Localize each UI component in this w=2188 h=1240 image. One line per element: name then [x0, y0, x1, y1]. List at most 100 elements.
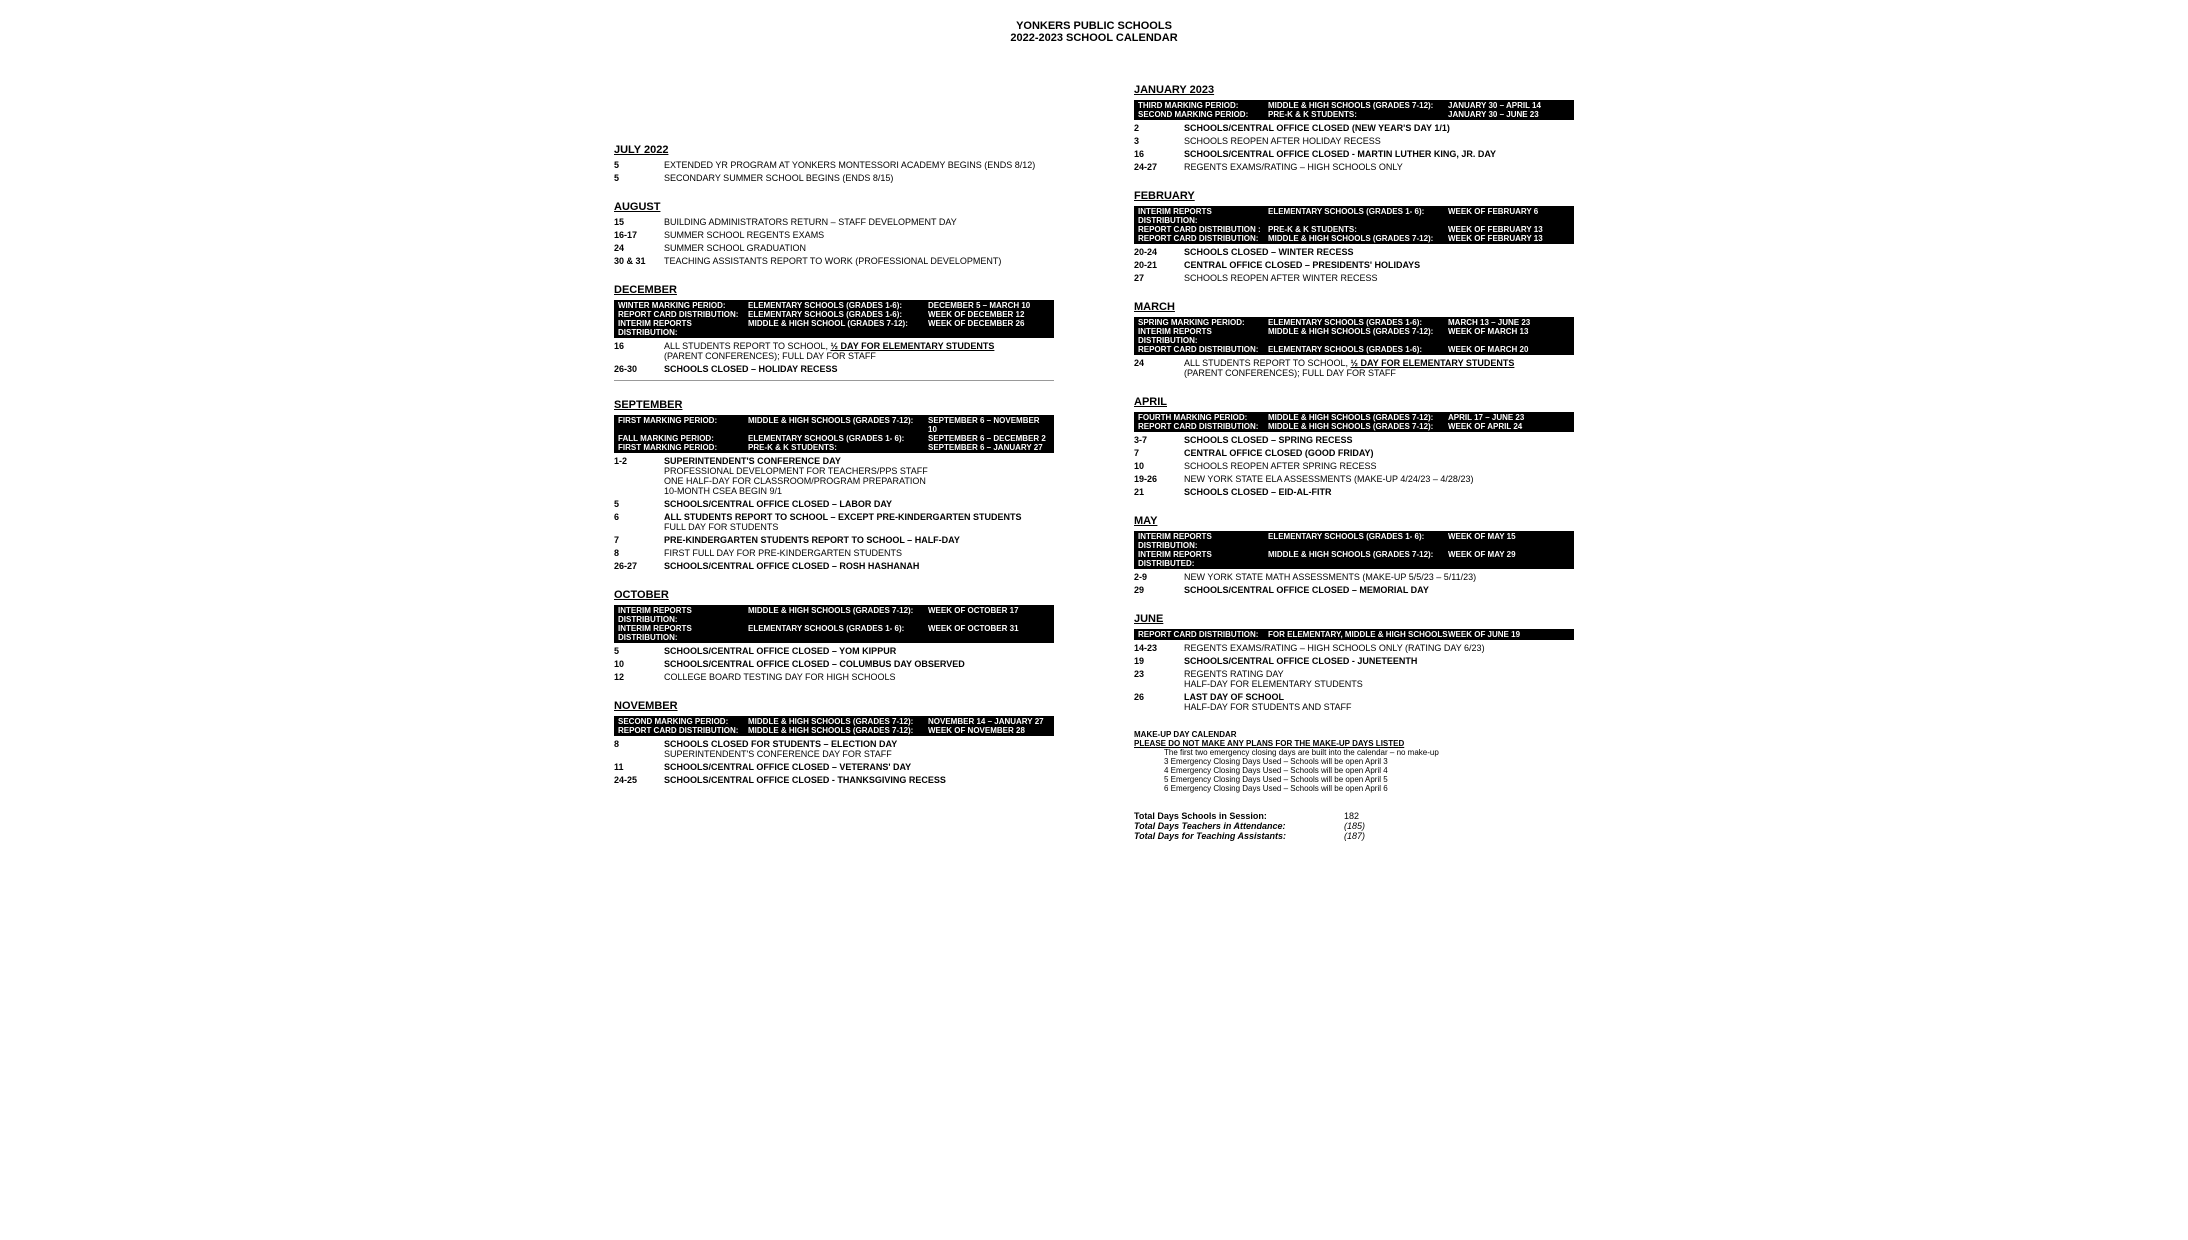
- event-row: 10SCHOOLS REOPEN AFTER SPRING RECESS: [1134, 461, 1574, 471]
- event-date: 5: [614, 646, 664, 656]
- event-text: TEACHING ASSISTANTS REPORT TO WORK (PROF…: [664, 256, 1054, 266]
- event-date: 24: [1134, 358, 1184, 368]
- event-date: 24-27: [1134, 162, 1184, 172]
- banner-cell: WEEK OF MAY 29: [1448, 550, 1570, 568]
- banner-row: FALL MARKING PERIOD:ELEMENTARY SCHOOLS (…: [618, 434, 1050, 443]
- month-title: MAY: [1134, 515, 1574, 527]
- event-row: 11SCHOOLS/CENTRAL OFFICE CLOSED – VETERA…: [614, 762, 1054, 772]
- event-row: 14-23REGENTS EXAMS/RATING – HIGH SCHOOLS…: [1134, 643, 1574, 653]
- banner-cell: MIDDLE & HIGH SCHOOLS (GRADES 7-12):: [1268, 234, 1448, 243]
- month-title: AUGUST: [614, 201, 1054, 213]
- info-banner: FIRST MARKING PERIOD:MIDDLE & HIGH SCHOO…: [614, 415, 1054, 453]
- event-row: 29SCHOOLS/CENTRAL OFFICE CLOSED – MEMORI…: [1134, 585, 1574, 595]
- event-text: SCHOOLS CLOSED – WINTER RECESS: [1184, 247, 1574, 257]
- banner-cell: WEEK OF JUNE 19: [1448, 630, 1570, 639]
- event-text-line: REGENTS EXAMS/RATING – HIGH SCHOOLS ONLY…: [1184, 643, 1574, 653]
- event-text: SCHOOLS/CENTRAL OFFICE CLOSED - JUNETEEN…: [1184, 656, 1574, 666]
- banner-row: FOURTH MARKING PERIOD:MIDDLE & HIGH SCHO…: [1138, 413, 1570, 422]
- event-row: 16ALL STUDENTS REPORT TO SCHOOL, ½ DAY F…: [614, 341, 1054, 361]
- banner-cell: REPORT CARD DISTRIBUTION:: [1138, 422, 1268, 431]
- event-text: SCHOOLS/CENTRAL OFFICE CLOSED – LABOR DA…: [664, 499, 1054, 509]
- event-row: 23REGENTS RATING DAYHALF-DAY FOR ELEMENT…: [1134, 669, 1574, 689]
- banner-cell: DECEMBER 5 – MARCH 10: [928, 301, 1050, 310]
- event-date: 26: [1134, 692, 1184, 702]
- info-banner: INTERIM REPORTS DISTRIBUTION:MIDDLE & HI…: [614, 605, 1054, 643]
- banner-cell: INTERIM REPORTS DISTRIBUTION:: [1138, 327, 1268, 345]
- banner-cell: ELEMENTARY SCHOOLS (GRADES 1- 6):: [1268, 207, 1448, 225]
- event-text-line: EXTENDED YR PROGRAM AT YONKERS MONTESSOR…: [664, 160, 1054, 170]
- banner-row: INTERIM REPORTS DISTRIBUTION:MIDDLE & HI…: [618, 606, 1050, 624]
- event-date: 5: [614, 173, 664, 183]
- totals-row: Total Days Teachers in Attendance:(185): [1134, 821, 1574, 831]
- event-text: SCHOOLS CLOSED – HOLIDAY RECESS: [664, 364, 1054, 374]
- banner-cell: WEEK OF FEBRUARY 6: [1448, 207, 1570, 225]
- event-text-line: ALL STUDENTS REPORT TO SCHOOL – EXCEPT P…: [664, 512, 1054, 522]
- event-text-line: 10-MONTH CSEA BEGIN 9/1: [664, 486, 1054, 496]
- totals-label: Total Days for Teaching Assistants:: [1134, 831, 1344, 841]
- event-date: 5: [614, 499, 664, 509]
- event-text-line: SCHOOLS/CENTRAL OFFICE CLOSED - MARTIN L…: [1184, 149, 1574, 159]
- month-block: MAYINTERIM REPORTS DISTRIBUTION:ELEMENTA…: [1134, 515, 1574, 595]
- banner-row: REPORT CARD DISTRIBUTION:ELEMENTARY SCHO…: [1138, 345, 1570, 354]
- event-text-line: PRE-KINDERGARTEN STUDENTS REPORT TO SCHO…: [664, 535, 1054, 545]
- month-title: JANUARY 2023: [1134, 84, 1574, 96]
- month-title: JUNE: [1134, 613, 1574, 625]
- month-block: DECEMBERWINTER MARKING PERIOD:ELEMENTARY…: [614, 284, 1054, 381]
- event-date: 2-9: [1134, 572, 1184, 582]
- event-text: COLLEGE BOARD TESTING DAY FOR HIGH SCHOO…: [664, 672, 1054, 682]
- banner-cell: WEEK OF MAY 15: [1448, 532, 1570, 550]
- event-text: EXTENDED YR PROGRAM AT YONKERS MONTESSOR…: [664, 160, 1054, 170]
- event-text: SCHOOLS/CENTRAL OFFICE CLOSED (NEW YEAR'…: [1184, 123, 1574, 133]
- banner-cell: MIDDLE & HIGH SCHOOLS (GRADES 7-12):: [1268, 101, 1448, 110]
- event-row: 24ALL STUDENTS REPORT TO SCHOOL, ½ DAY F…: [1134, 358, 1574, 378]
- event-date: 3: [1134, 136, 1184, 146]
- banner-cell: PRE-K & K STUDENTS:: [748, 443, 928, 452]
- banner-row: FIRST MARKING PERIOD:PRE-K & K STUDENTS:…: [618, 443, 1050, 452]
- event-date: 10: [614, 659, 664, 669]
- event-text-line: SUMMER SCHOOL GRADUATION: [664, 243, 1054, 253]
- event-text: PRE-KINDERGARTEN STUDENTS REPORT TO SCHO…: [664, 535, 1054, 545]
- month-block: FEBRUARYINTERIM REPORTS DISTRIBUTION:ELE…: [1134, 190, 1574, 283]
- event-text-line: SUPERINTENDENT'S CONFERENCE DAY: [664, 456, 1054, 466]
- event-text-line: SCHOOLS/CENTRAL OFFICE CLOSED – VETERANS…: [664, 762, 1054, 772]
- banner-cell: WEEK OF NOVEMBER 28: [928, 726, 1050, 735]
- banner-cell: ELEMENTARY SCHOOLS (GRADES 1-6):: [1268, 318, 1448, 327]
- event-row: 12COLLEGE BOARD TESTING DAY FOR HIGH SCH…: [614, 672, 1054, 682]
- event-row: 16-17SUMMER SCHOOL REGENTS EXAMS: [614, 230, 1054, 240]
- event-text: BUILDING ADMINISTRATORS RETURN – STAFF D…: [664, 217, 1054, 227]
- event-date: 16-17: [614, 230, 664, 240]
- event-text: SCHOOLS/CENTRAL OFFICE CLOSED - THANKSGI…: [664, 775, 1054, 785]
- month-block: MARCHSPRING MARKING PERIOD:ELEMENTARY SC…: [1134, 301, 1574, 378]
- banner-cell: WEEK OF FEBRUARY 13: [1448, 225, 1570, 234]
- banner-cell: FIRST MARKING PERIOD:: [618, 416, 748, 434]
- event-text-line: SCHOOLS CLOSED FOR STUDENTS – ELECTION D…: [664, 739, 1054, 749]
- banner-row: INTERIM REPORTS DISTRIBUTION:MIDDLE & HI…: [1138, 327, 1570, 345]
- event-date: 16: [1134, 149, 1184, 159]
- makeup-line: 3 Emergency Closing Days Used – Schools …: [1164, 757, 1574, 766]
- event-row: 6ALL STUDENTS REPORT TO SCHOOL – EXCEPT …: [614, 512, 1054, 532]
- banner-cell: FOURTH MARKING PERIOD:: [1138, 413, 1268, 422]
- banner-cell: INTERIM REPORTS DISTRIBUTED:: [1138, 550, 1268, 568]
- event-row: 1-2SUPERINTENDENT'S CONFERENCE DAYPROFES…: [614, 456, 1054, 496]
- banner-cell: WEEK OF MARCH 13: [1448, 327, 1570, 345]
- event-date: 11: [614, 762, 664, 772]
- totals-label: Total Days Schools in Session:: [1134, 811, 1344, 821]
- event-text: SCHOOLS REOPEN AFTER WINTER RECESS: [1184, 273, 1574, 283]
- banner-cell: WEEK OF DECEMBER 12: [928, 310, 1050, 319]
- event-row: 7PRE-KINDERGARTEN STUDENTS REPORT TO SCH…: [614, 535, 1054, 545]
- event-text-line: SCHOOLS/CENTRAL OFFICE CLOSED - THANKSGI…: [664, 775, 1054, 785]
- event-row: 8SCHOOLS CLOSED FOR STUDENTS – ELECTION …: [614, 739, 1054, 759]
- event-text-line: SCHOOLS CLOSED – EID-AL-FITR: [1184, 487, 1574, 497]
- banner-cell: SECOND MARKING PERIOD:: [1138, 110, 1268, 119]
- banner-cell: INTERIM REPORTS DISTRIBUTION:: [1138, 532, 1268, 550]
- event-date: 29: [1134, 585, 1184, 595]
- makeup-title: MAKE-UP DAY CALENDAR: [1134, 730, 1574, 739]
- event-date: 15: [614, 217, 664, 227]
- event-text: ALL STUDENTS REPORT TO SCHOOL, ½ DAY FOR…: [1184, 358, 1574, 378]
- banner-cell: REPORT CARD DISTRIBUTION :: [1138, 225, 1268, 234]
- event-text-line: HALF-DAY FOR ELEMENTARY STUDENTS: [1184, 679, 1574, 689]
- event-row: 3-7SCHOOLS CLOSED – SPRING RECESS: [1134, 435, 1574, 445]
- event-text: SCHOOLS REOPEN AFTER HOLIDAY RECESS: [1184, 136, 1574, 146]
- banner-row: INTERIM REPORTS DISTRIBUTION:ELEMENTARY …: [618, 624, 1050, 642]
- event-row: 19-26NEW YORK STATE ELA ASSESSMENTS (MAK…: [1134, 474, 1574, 484]
